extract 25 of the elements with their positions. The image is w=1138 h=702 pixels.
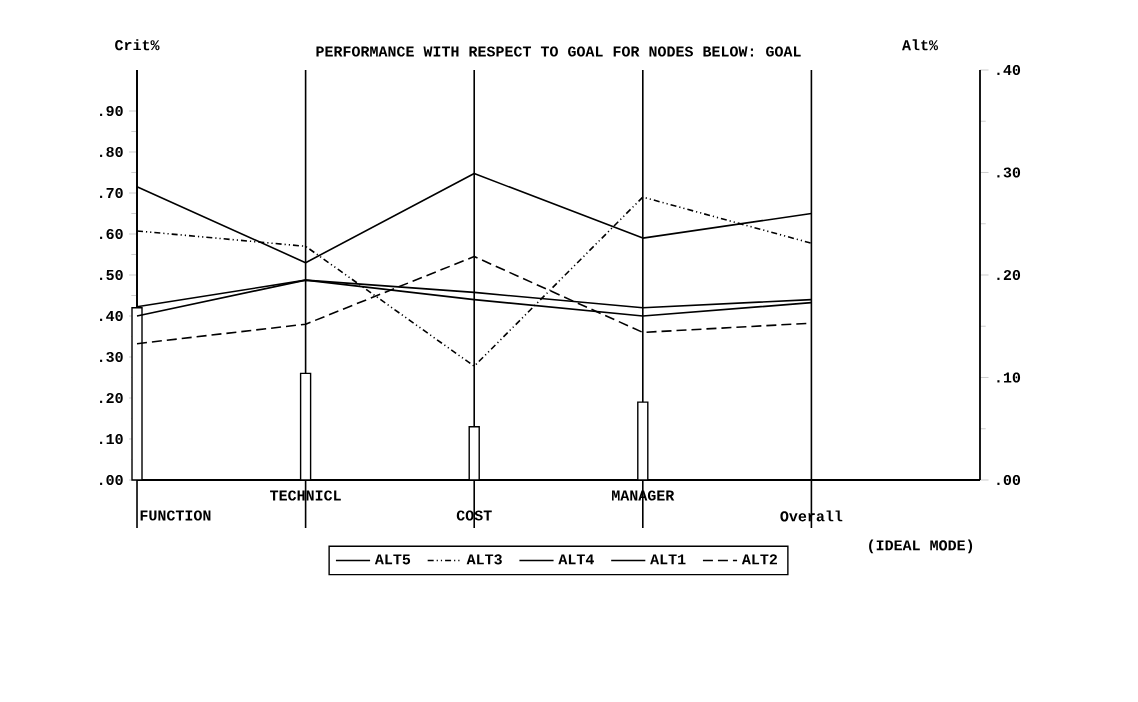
chart-title: PERFORMANCE WITH RESPECT TO GOAL FOR NODES BELOW: GOAL <box>316 46 801 57</box>
y2-tick-label: .10 <box>997 372 1021 383</box>
y-tick-label: .70 <box>100 187 123 199</box>
x-tick-label: FUNCTION <box>140 510 211 521</box>
y2-tick-label: .00 <box>997 474 1021 486</box>
legend-label: ALT5 <box>374 554 411 565</box>
y-tick-label: .30 <box>100 351 123 363</box>
y2-tick-label: .20 <box>997 269 1021 281</box>
y-tick-label: .10 <box>100 433 123 445</box>
y-tick-label: .20 <box>100 392 123 404</box>
y2-tick-label: .40 <box>997 64 1021 76</box>
legend-label: ALT4 <box>558 554 594 565</box>
legend-label: ALT1 <box>650 554 686 565</box>
legend-label: ALT3 <box>466 554 502 565</box>
y-axis-title: Crit% <box>115 39 160 51</box>
y-tick-label: .40 <box>100 310 123 322</box>
y-tick-label: .90 <box>100 105 123 117</box>
y2-axis-title: Alt% <box>902 39 938 51</box>
y-tick-label: .50 <box>100 269 123 281</box>
y-tick-label: .00 <box>100 474 123 486</box>
y-tick-label: .80 <box>100 146 123 158</box>
y2-tick-label: .30 <box>997 167 1021 178</box>
legend-label: ALT2 <box>741 554 777 565</box>
text: (IDEAL MODE) <box>869 539 973 554</box>
y-tick-label: .60 <box>100 228 123 240</box>
